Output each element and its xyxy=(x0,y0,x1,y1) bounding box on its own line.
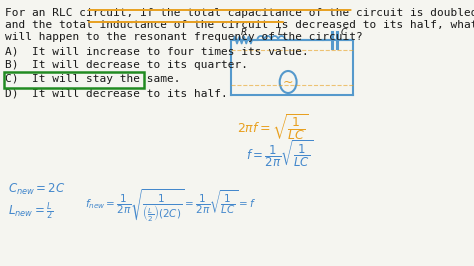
Text: $f_{new} = \dfrac{1}{2\pi}\sqrt{\dfrac{1}{\left(\frac{L}{2}\right)(2C)}} = \dfra: $f_{new} = \dfrac{1}{2\pi}\sqrt{\dfrac{1… xyxy=(84,188,256,225)
Text: C: C xyxy=(340,28,346,37)
Text: and the total inductance of the circuit is decreased to its half, what: and the total inductance of the circuit … xyxy=(5,20,474,30)
Text: $L_{new} = \frac{L}{2}$: $L_{new} = \frac{L}{2}$ xyxy=(8,200,53,222)
Text: B)  It will decrease to its quarter.: B) It will decrease to its quarter. xyxy=(5,60,247,70)
Text: A)  It will increase to four times its value.: A) It will increase to four times its va… xyxy=(5,46,309,56)
Text: D)  It will decrease to its half.: D) It will decrease to its half. xyxy=(5,88,228,98)
Text: $C_{new} = 2C$: $C_{new} = 2C$ xyxy=(8,182,65,197)
Text: ~: ~ xyxy=(283,76,293,89)
Text: L: L xyxy=(278,28,283,37)
Text: C)  It will stay the same.: C) It will stay the same. xyxy=(5,74,180,84)
Text: $2\pi f = \sqrt{\dfrac{1}{LC}}$: $2\pi f = \sqrt{\dfrac{1}{LC}}$ xyxy=(237,112,308,142)
Text: R: R xyxy=(241,28,247,37)
Text: For an RLC circuit, if the total capacitance of the circuit is doubled: For an RLC circuit, if the total capacit… xyxy=(5,8,474,18)
Text: will happen to the resonant frequency of the circuit?: will happen to the resonant frequency of… xyxy=(5,32,362,42)
Bar xyxy=(4,72,145,88)
Text: $f = \dfrac{1}{2\pi}\sqrt{\dfrac{1}{LC}}$: $f = \dfrac{1}{2\pi}\sqrt{\dfrac{1}{LC}}… xyxy=(246,138,313,169)
